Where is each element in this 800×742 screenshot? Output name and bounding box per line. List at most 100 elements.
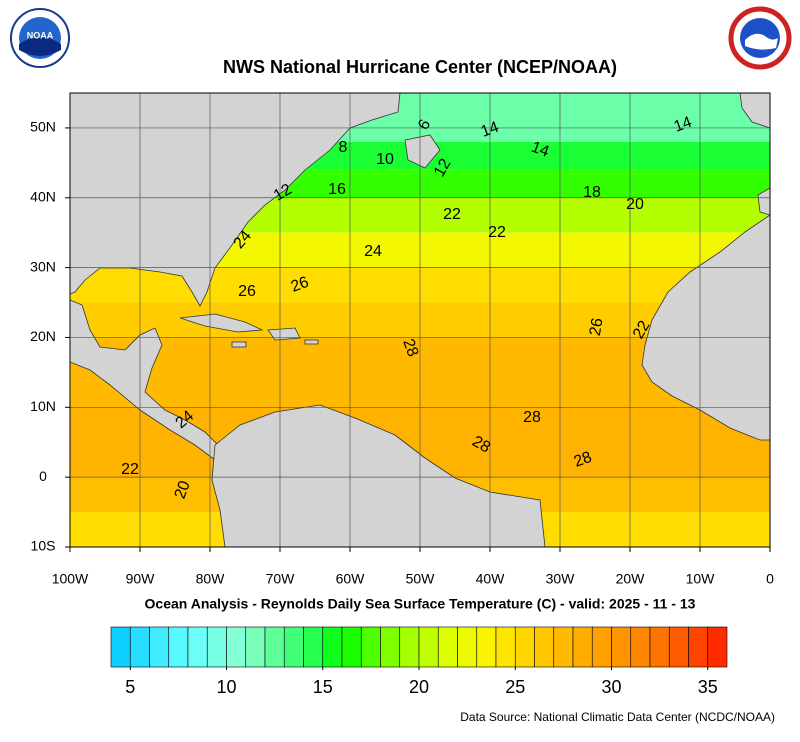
colorbar-tick-label: 10 <box>216 677 236 697</box>
y-tick-label: 10N <box>30 398 56 414</box>
logo-text: NOAA <box>27 30 54 40</box>
iberia <box>757 187 770 216</box>
y-tick-label: 50N <box>30 119 56 135</box>
y-tick-label: 0 <box>39 468 47 484</box>
colorbar-cell <box>380 626 401 668</box>
contour-label: 18 <box>583 184 601 201</box>
south-america <box>211 404 546 547</box>
y-tick-label: 30N <box>30 258 56 274</box>
colorbar-cell <box>206 626 227 668</box>
colorbar-tick-label: 25 <box>505 677 525 697</box>
colorbar-cell <box>110 626 131 668</box>
x-tick-label: 40W <box>476 571 506 587</box>
puerto-rico <box>304 339 319 345</box>
contour-label: 28 <box>523 409 541 426</box>
hispaniola <box>267 327 301 341</box>
contour-label: 22 <box>121 461 139 478</box>
x-tick-label: 0 <box>766 571 774 587</box>
colorbar-cell <box>495 626 516 668</box>
colorbar-cell <box>572 626 593 668</box>
colorbar-cell <box>688 626 709 668</box>
colorbar-cell <box>168 626 189 668</box>
colorbar-cell <box>514 626 535 668</box>
colorbar-cell <box>245 626 266 668</box>
colorbar-cell <box>649 626 670 668</box>
x-tick-label: 90W <box>126 571 156 587</box>
colorbar-cell <box>630 626 651 668</box>
x-tick-label: 30W <box>546 571 576 587</box>
contour-label: 28 <box>572 449 595 471</box>
colorbar-cell <box>264 626 285 668</box>
contour-label: 26 <box>238 283 256 300</box>
africa <box>641 214 770 441</box>
colorbar-cell <box>418 626 439 668</box>
contour-label: 20 <box>626 196 644 213</box>
europe <box>739 93 770 129</box>
contour-label: 22 <box>443 206 461 223</box>
x-tick-label: 70W <box>266 571 296 587</box>
colorbar-cell <box>129 626 150 668</box>
colorbar-cell <box>668 626 689 668</box>
jamaica <box>231 341 247 348</box>
colorbar-cell <box>226 626 247 668</box>
x-tick-label: 100W <box>52 571 89 587</box>
contour-label: 20 <box>172 479 194 502</box>
contour-label: 8 <box>339 139 348 156</box>
mexico-central-america <box>70 299 219 461</box>
contour-label: 12 <box>271 181 295 205</box>
contour-label: 14 <box>479 119 502 141</box>
y-tick-label: 20N <box>30 328 56 344</box>
contour-label: 22 <box>630 318 654 342</box>
north-america <box>70 93 401 307</box>
colorbar-cell <box>360 626 381 668</box>
colorbar-cell <box>341 626 362 668</box>
cuba <box>179 313 264 333</box>
colorbar-cell <box>553 626 574 668</box>
contour-label: 10 <box>376 151 394 168</box>
y-tick-label: 40N <box>30 188 56 204</box>
source: Data Source: National Climatic Data Cent… <box>460 710 775 724</box>
title: NWS National Hurricane Center (NCEP/NOAA… <box>223 57 617 77</box>
noaa-logo: NOAA <box>10 8 70 68</box>
colorbar-tick-label: 20 <box>409 677 429 697</box>
newfoundland <box>404 134 441 169</box>
colorbar-cell <box>283 626 304 668</box>
contour-label: 26 <box>587 317 607 338</box>
contour-label: 28 <box>399 337 421 360</box>
colorbar-cell <box>187 626 208 668</box>
colorbar-cell <box>591 626 612 668</box>
colorbar-cell <box>399 626 420 668</box>
colorbar-cell <box>707 626 728 668</box>
colorbar-cell <box>322 626 343 668</box>
colorbar-tick-label: 35 <box>698 677 718 697</box>
colorbar-cell <box>457 626 478 668</box>
colorbar-cell <box>611 626 632 668</box>
contour-label: 24 <box>364 243 382 260</box>
x-tick-label: 50W <box>406 571 436 587</box>
contour-label: 12 <box>431 156 455 180</box>
x-tick-label: 20W <box>616 571 646 587</box>
contour-label: 14 <box>672 114 695 136</box>
contour-label: 22 <box>488 224 506 241</box>
colorbar-cell <box>534 626 555 668</box>
colorbar-cell <box>437 626 458 668</box>
colorbar-tick-label: 15 <box>313 677 333 697</box>
contour-label: 26 <box>289 274 312 296</box>
contour-label: 14 <box>529 139 552 161</box>
colorbar-tick-label: 5 <box>125 677 135 697</box>
nws-logo <box>728 6 792 70</box>
colorbar-cell <box>149 626 170 668</box>
contour-label: 28 <box>469 433 493 457</box>
caption: Ocean Analysis - Reynolds Daily Sea Surf… <box>145 596 696 612</box>
land-layer <box>70 93 770 547</box>
contour-label: 16 <box>328 181 346 198</box>
colorbar-cell <box>476 626 497 668</box>
y-tick-label: 10S <box>31 538 56 554</box>
x-tick-label: 10W <box>686 571 716 587</box>
colorbar-tick-label: 30 <box>601 677 621 697</box>
colorbar-cell <box>303 626 324 668</box>
x-tick-label: 60W <box>336 571 366 587</box>
x-tick-label: 80W <box>196 571 226 587</box>
